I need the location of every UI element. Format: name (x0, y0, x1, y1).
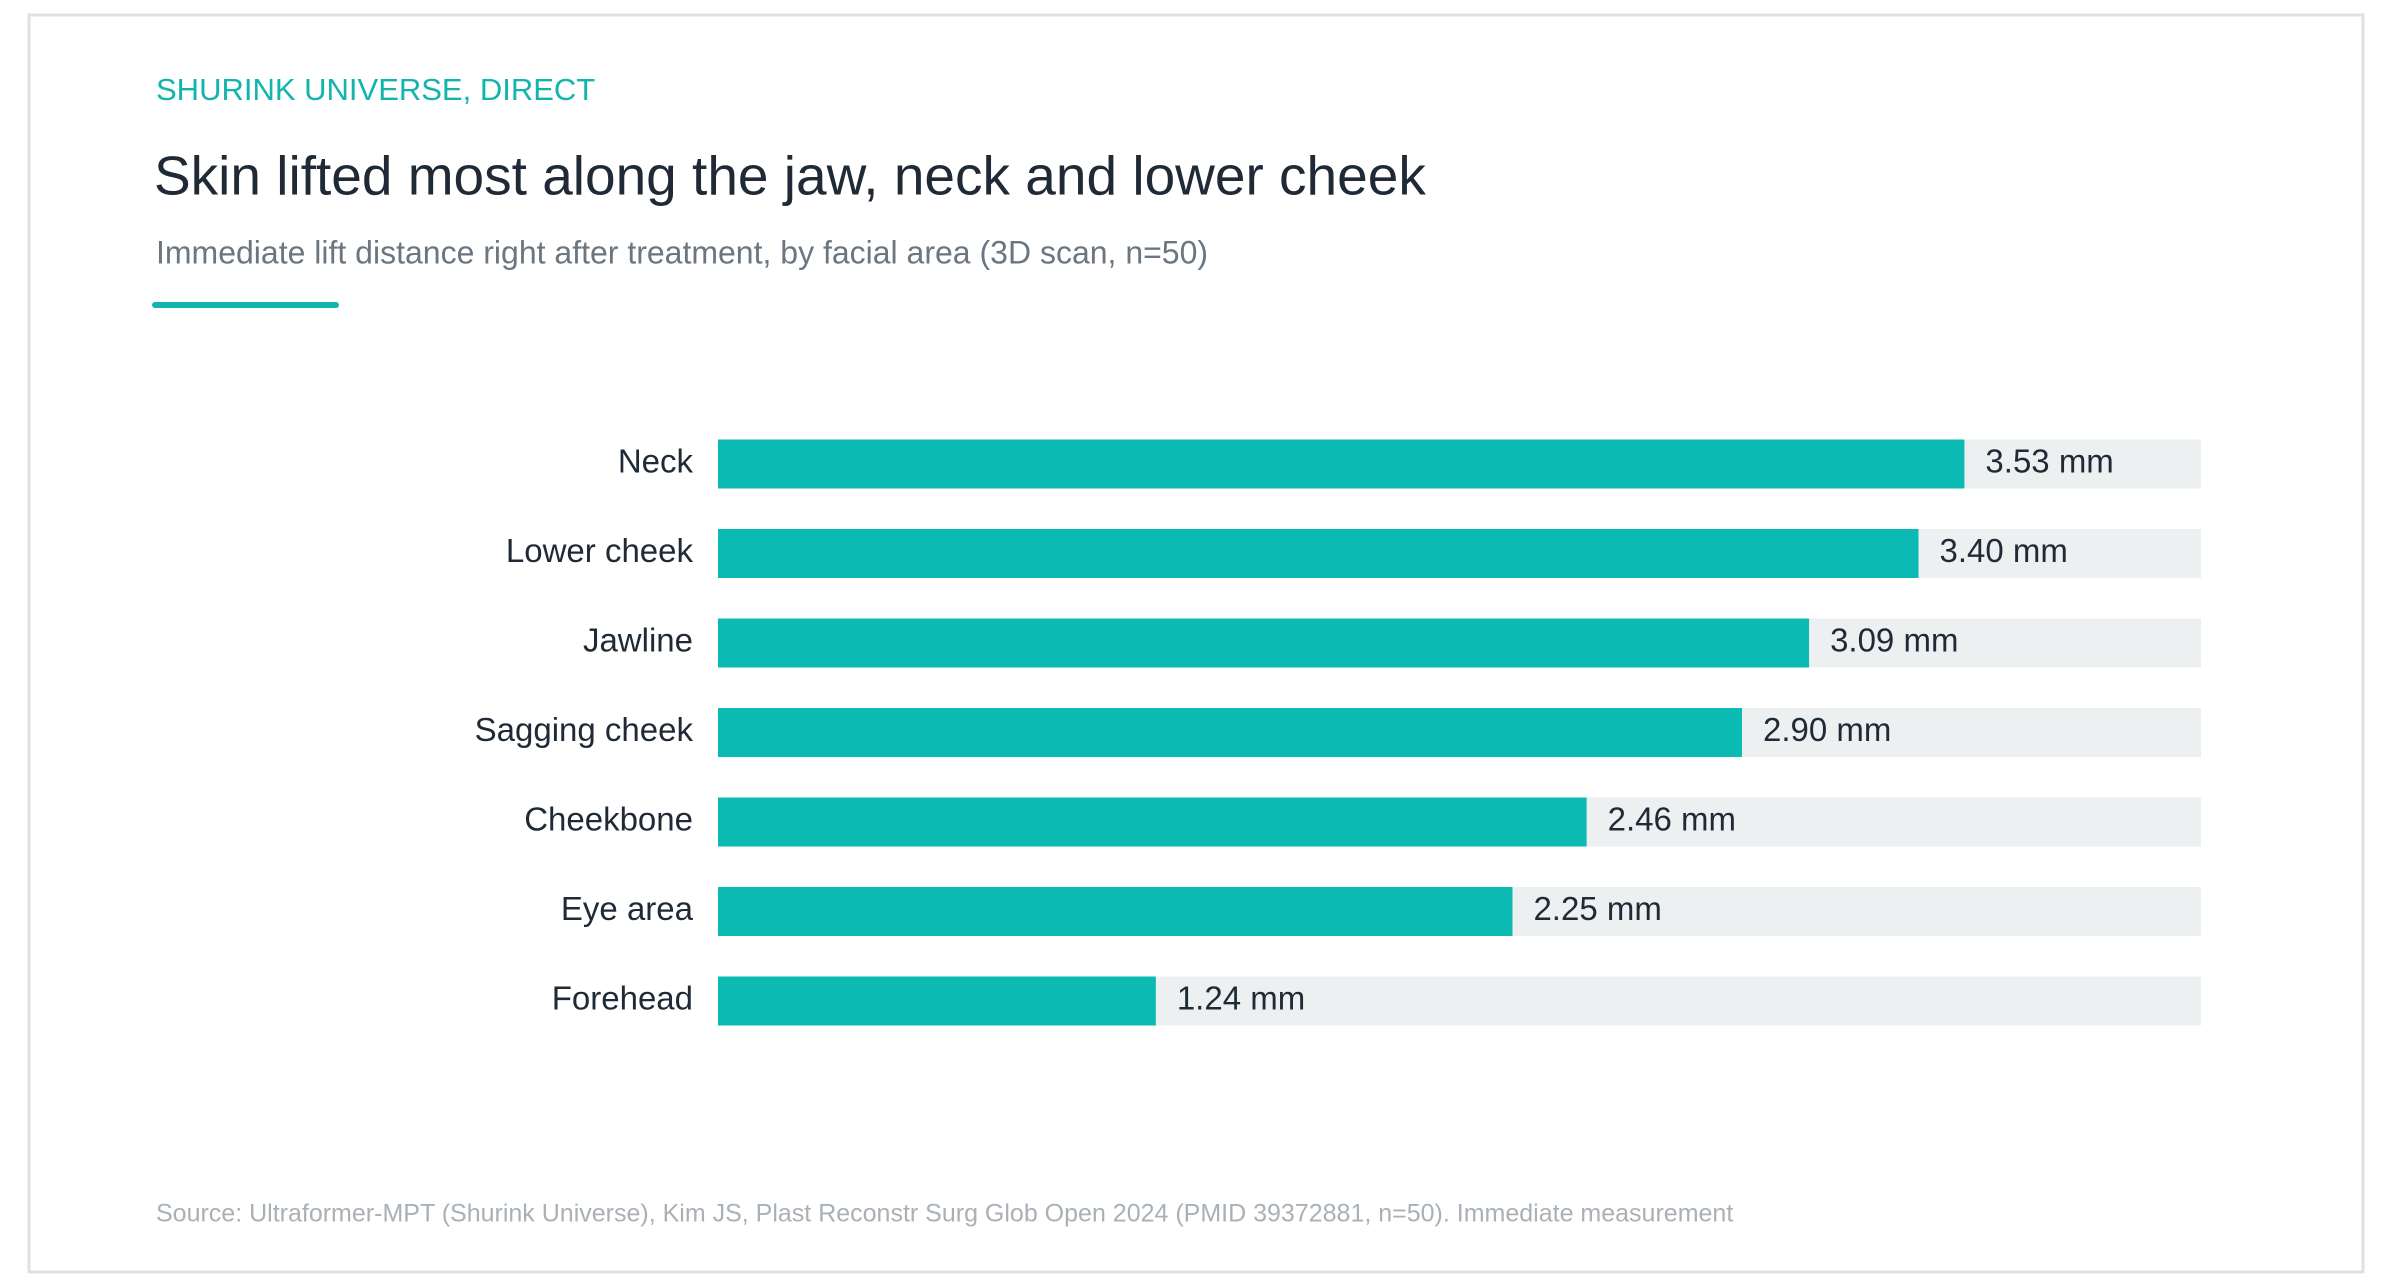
value-label: 3.53 mm (1985, 443, 2113, 480)
title-underline (152, 302, 339, 308)
chart-subtitle: Immediate lift distance right after trea… (156, 234, 1208, 270)
bar (718, 708, 1742, 757)
category-label: Sagging cheek (475, 711, 694, 748)
value-label: 2.46 mm (1608, 801, 1736, 838)
chart-title: Skin lifted most along the jaw, neck and… (154, 145, 1426, 207)
value-label: 2.90 mm (1763, 711, 1891, 748)
bar (718, 887, 1513, 936)
category-label: Forehead (552, 980, 693, 1017)
category-label: Lower cheek (506, 532, 694, 569)
bar (718, 529, 1919, 578)
bar (718, 618, 1810, 668)
bar (718, 976, 1156, 1026)
value-label: 1.24 mm (1177, 980, 1305, 1017)
source-note: Source: Ultraformer-MPT (Shurink Univers… (156, 1200, 1733, 1228)
bar (718, 439, 1965, 489)
category-label: Eye area (561, 890, 694, 927)
value-label: 3.40 mm (1940, 532, 2068, 569)
value-label: 3.09 mm (1830, 622, 1958, 659)
kicker: SHURINK UNIVERSE, DIRECT (156, 72, 595, 107)
bar (718, 797, 1587, 847)
category-label: Jawline (583, 622, 693, 659)
value-label: 2.25 mm (1533, 890, 1661, 927)
category-label: Cheekbone (524, 801, 693, 838)
category-label: Neck (618, 443, 694, 480)
